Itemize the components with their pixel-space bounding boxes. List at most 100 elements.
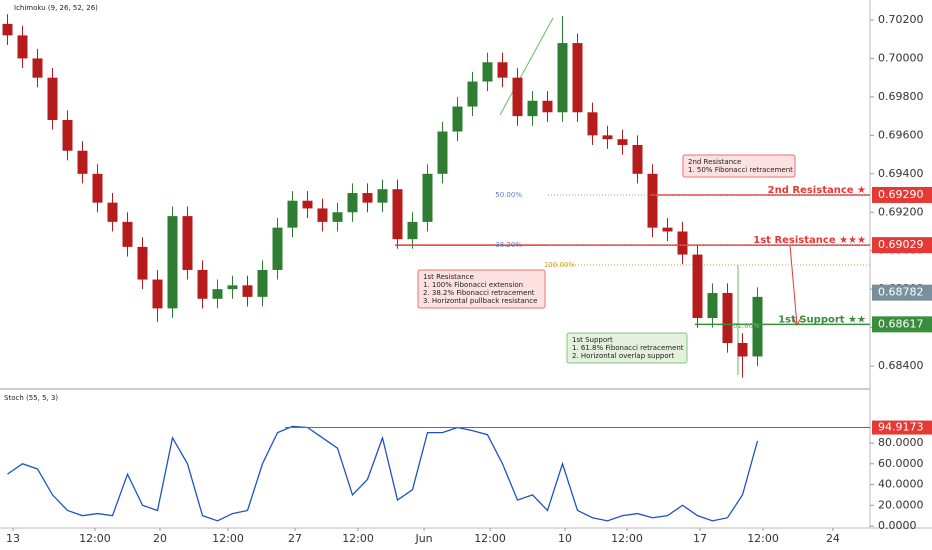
candle-body: [737, 343, 748, 357]
candle-body: [647, 173, 658, 228]
candle-body: [392, 189, 403, 240]
candle-body: [47, 77, 58, 120]
candle-body: [32, 58, 43, 78]
stoch-tick-label: 60.0000: [878, 457, 924, 470]
candle-body: [197, 269, 208, 299]
x-tick-label: 12:00: [79, 532, 111, 545]
annotation-text: 1. 61.8% Fibonacci retracement: [572, 344, 684, 352]
candle-body: [227, 285, 238, 290]
annotation-text: 1st Support: [572, 336, 613, 344]
y-tick-label: 0.70000: [878, 51, 924, 64]
candle-body: [362, 193, 373, 203]
fib-label: 38.20%: [495, 241, 522, 249]
candle-body: [482, 62, 493, 82]
candle-body: [92, 173, 103, 203]
candle-body: [707, 293, 718, 319]
last-price-box: [872, 284, 932, 301]
candle-body: [17, 35, 28, 59]
candle-body: [602, 135, 613, 140]
candle-body: [722, 293, 733, 344]
candle-body: [572, 43, 583, 113]
candle-body: [257, 269, 268, 297]
fib-label: 61.80%: [733, 322, 760, 330]
x-tick-label: 12:00: [474, 532, 506, 545]
fib-label: 50.00%: [495, 191, 522, 199]
y-tick-label: 0.69600: [878, 128, 924, 141]
x-tick-label: Jun: [414, 532, 432, 545]
candle-body: [347, 193, 358, 213]
annotation-box: [682, 154, 796, 178]
y-tick-label: 0.68400: [878, 359, 924, 372]
candle-body: [212, 289, 223, 299]
level-label: 0.68617: [878, 317, 924, 330]
candle-body: [662, 227, 673, 232]
candle-body: [302, 200, 313, 209]
x-tick-label: 12:00: [747, 532, 779, 545]
candle-body: [617, 139, 628, 145]
candle-body: [542, 100, 553, 113]
candle-body: [452, 106, 463, 132]
candle-body: [137, 246, 148, 280]
indicator-label: Ichimoku (9, 26, 52, 26): [14, 4, 98, 12]
stoch-tick-label: 0.0000: [878, 519, 917, 532]
level-name: 2nd Resistance ★: [768, 185, 866, 196]
candle-body: [497, 62, 508, 78]
y-tick-label: 0.69800: [878, 90, 924, 103]
last-price-label: 0.68782: [878, 286, 924, 299]
stoch-tick-label: 80.0000: [878, 436, 924, 449]
candle-body: [512, 77, 523, 117]
level-box: [872, 316, 932, 333]
candle-body: [287, 200, 298, 228]
candle-body: [467, 81, 478, 107]
x-tick-label: 27: [288, 532, 302, 545]
x-tick-label: 12:00: [212, 532, 244, 545]
x-tick-label: 12:00: [611, 532, 643, 545]
y-tick-label: 0.70200: [878, 13, 924, 26]
annotation-text: 3. Horizontal pullback resistance: [423, 297, 537, 305]
stoch-tick-label: 40.0000: [878, 478, 924, 491]
candle-body: [527, 100, 538, 117]
stoch-line: [7, 425, 759, 522]
stoch-label: Stoch (55, 5, 3): [4, 394, 58, 402]
x-tick-label: 20: [153, 532, 167, 545]
candle-body: [677, 231, 688, 255]
candle-body: [437, 131, 448, 174]
candle-body: [317, 208, 328, 222]
candle-body: [272, 227, 283, 270]
stoch-level-label: 94.9173: [878, 421, 924, 434]
candle-body: [167, 216, 178, 309]
candle-body: [557, 43, 568, 113]
stoch-level-box: [872, 420, 932, 435]
candle-body: [377, 189, 388, 203]
x-tick-label: 13: [6, 532, 20, 545]
candle-body: [182, 216, 193, 270]
candle-body: [422, 173, 433, 222]
candle-body: [152, 279, 163, 309]
annotation-box: [566, 332, 688, 364]
annotation-box: [417, 269, 546, 309]
candle-body: [692, 254, 703, 319]
annotation-text: 1st Resistance: [423, 273, 474, 281]
candle-body: [77, 150, 88, 174]
level-name: 1st Support ★★: [778, 314, 866, 325]
annotation-text: 2. 38.2% Fibonacci retracement: [423, 289, 535, 297]
x-tick-label: 17: [693, 532, 707, 545]
annotation-text: 1. 100% Fibonacci extension: [423, 281, 523, 289]
level-box: [872, 237, 932, 254]
annotation-text: 2. Horizontal overlap support: [572, 352, 675, 360]
candle-body: [107, 202, 118, 222]
arrow: [789, 244, 798, 326]
annotation-text: 1. 50% Fibonacci retracement: [688, 166, 793, 174]
candle-body: [632, 144, 643, 174]
level-label: 0.69290: [878, 188, 924, 201]
candle-body: [242, 285, 253, 297]
candle-body: [2, 23, 13, 36]
candle-body: [332, 212, 343, 222]
level-label: 0.69029: [878, 238, 924, 251]
level-name: 1st Resistance ★★★: [753, 235, 866, 246]
level-box: [872, 186, 932, 203]
candle-body: [122, 221, 133, 247]
candle-body: [752, 296, 763, 357]
annotation-text: 2nd Resistance: [688, 158, 741, 166]
